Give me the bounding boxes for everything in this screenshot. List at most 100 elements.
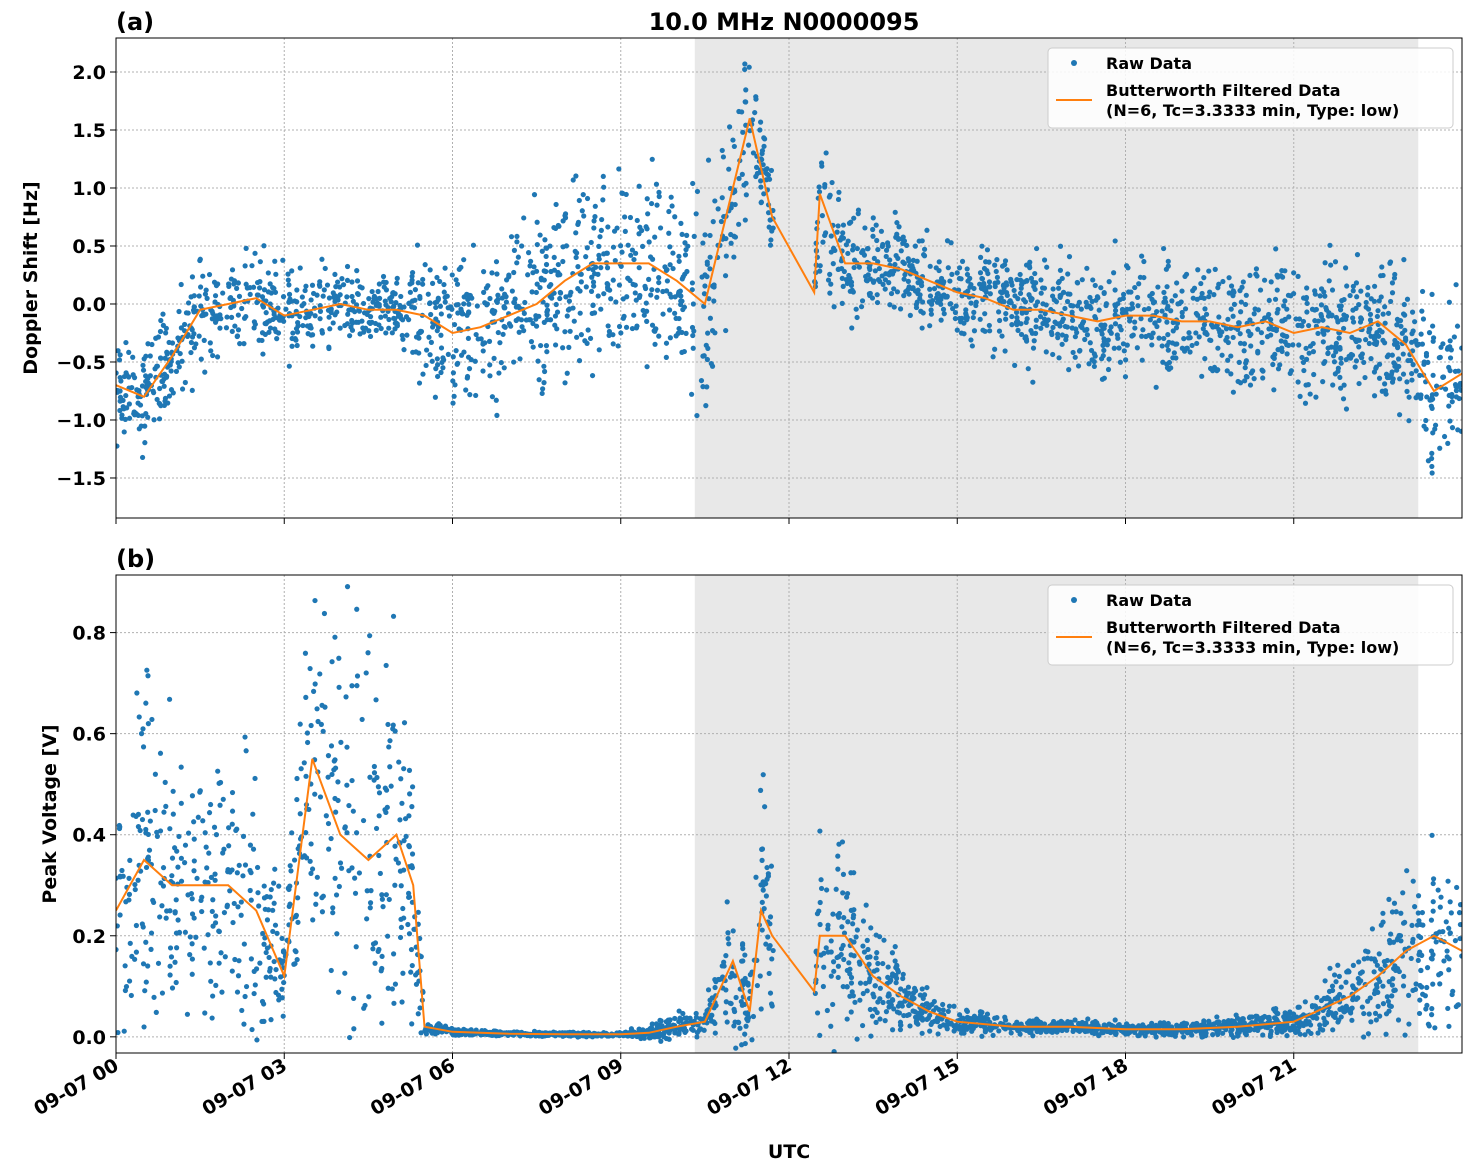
raw-point [871,215,876,220]
raw-point [417,296,422,301]
raw-point [558,290,563,295]
raw-point [1078,324,1083,329]
raw-point [1139,254,1144,259]
raw-point [332,635,337,640]
raw-point [951,1004,956,1009]
raw-point [1315,331,1320,336]
raw-point [1431,373,1436,378]
raw-point [1215,1032,1220,1037]
raw-point [618,243,623,248]
raw-point [768,237,773,242]
raw-point [361,330,366,335]
raw-point [366,296,371,301]
raw-point [298,722,303,727]
raw-point [227,296,232,301]
raw-point [303,774,308,779]
raw-point [1210,368,1215,373]
raw-point [744,192,749,197]
raw-point [1313,395,1318,400]
raw-point [711,282,716,287]
raw-point [1374,364,1379,369]
raw-point [468,294,473,299]
raw-point [657,194,662,199]
raw-point [381,274,386,279]
raw-point [1168,365,1173,370]
raw-point [1035,299,1040,304]
raw-point [1322,359,1327,364]
raw-point [1284,307,1289,312]
raw-point [1452,334,1457,339]
raw-point [1377,376,1382,381]
raw-point [840,890,845,895]
raw-point [226,843,231,848]
raw-point [746,1015,751,1020]
raw-point [761,772,766,777]
raw-point [166,340,171,345]
raw-point [911,990,916,995]
raw-point [968,282,973,287]
raw-point [676,291,681,296]
raw-point [1135,295,1140,300]
raw-point [1341,396,1346,401]
raw-point [1067,292,1072,297]
raw-point [1347,293,1352,298]
raw-point [1417,949,1422,954]
raw-point [365,650,370,655]
raw-point [988,1028,993,1033]
raw-point [407,931,412,936]
raw-point [1132,319,1137,324]
raw-point [1113,304,1118,309]
raw-point [389,784,394,789]
raw-point [174,945,179,950]
raw-point [310,344,315,349]
raw-point [122,429,127,434]
raw-point [656,275,661,280]
raw-point [886,1000,891,1005]
raw-point [135,878,140,883]
raw-point [964,1008,969,1013]
raw-point [1328,262,1333,267]
raw-point [249,956,254,961]
raw-point [1338,356,1343,361]
raw-point [890,1027,895,1032]
raw-point [1431,335,1436,340]
raw-point [1101,348,1106,353]
raw-point [851,289,856,294]
raw-point [262,895,267,900]
raw-point [971,1026,976,1031]
raw-point [669,203,674,208]
raw-point [835,955,840,960]
raw-point [311,689,316,694]
raw-point [589,289,594,294]
raw-point [377,790,382,795]
raw-point [764,865,769,870]
raw-point [459,309,464,314]
raw-point [121,406,126,411]
raw-point [1237,288,1242,293]
raw-point [1416,342,1421,347]
raw-point [725,1019,730,1024]
raw-point [1216,314,1221,319]
raw-point [567,299,572,304]
raw-point [141,1024,146,1029]
raw-point [1023,299,1028,304]
raw-point [151,995,156,1000]
raw-point [749,1037,754,1042]
raw-point [410,784,415,789]
raw-point [1438,971,1443,976]
raw-point [1050,325,1055,330]
raw-point [198,303,203,308]
raw-point [711,298,716,303]
raw-point [1121,341,1126,346]
raw-point [1201,326,1206,331]
raw-point [410,851,415,856]
raw-point [235,989,240,994]
raw-point [875,1010,880,1015]
raw-point [1445,879,1450,884]
raw-point [233,828,238,833]
raw-point [1395,345,1400,350]
raw-point [256,293,261,298]
raw-point [1077,348,1082,353]
raw-point [309,297,314,302]
raw-point [359,319,364,324]
